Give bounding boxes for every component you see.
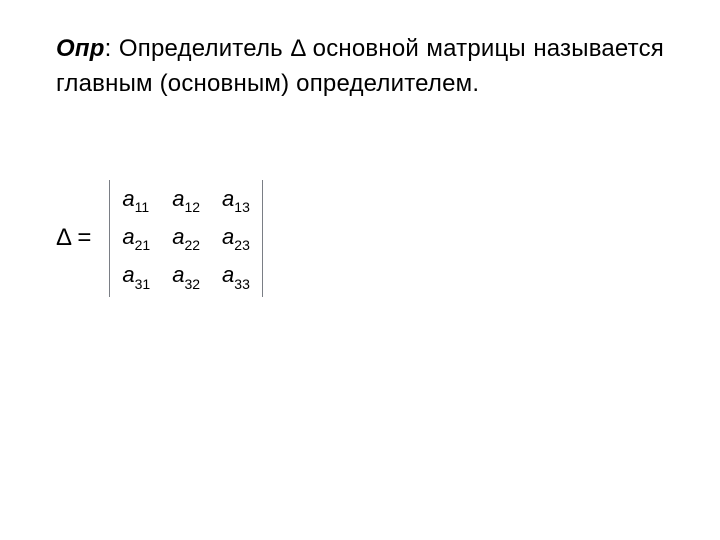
det-right-bar [262, 180, 263, 297]
cell-12: a12 [172, 186, 200, 214]
determinant-matrix: a11 a12 a13 a21 a22 a23 a31 a32 a33 [109, 180, 262, 297]
cell-31: a31 [122, 262, 150, 290]
definition-paragraph: Опр: Определитель Δ основной матрицы наз… [56, 32, 664, 102]
cell-11: a11 [122, 186, 150, 214]
determinant-formula: Δ = a11 a12 a13 a21 a22 a23 a31 a32 a33 [56, 180, 664, 297]
cell-22: a22 [172, 224, 200, 252]
formula-lhs: Δ = [56, 224, 91, 252]
definition-text: : Определитель Δ основной матрицы называ… [56, 35, 664, 97]
cell-33: a33 [222, 262, 250, 290]
cell-23: a23 [222, 224, 250, 252]
cell-13: a13 [222, 186, 250, 214]
det-grid: a11 a12 a13 a21 a22 a23 a31 a32 a33 [110, 180, 261, 297]
cell-21: a21 [122, 224, 150, 252]
definition-label: Опр [56, 35, 105, 62]
cell-32: a32 [172, 262, 200, 290]
